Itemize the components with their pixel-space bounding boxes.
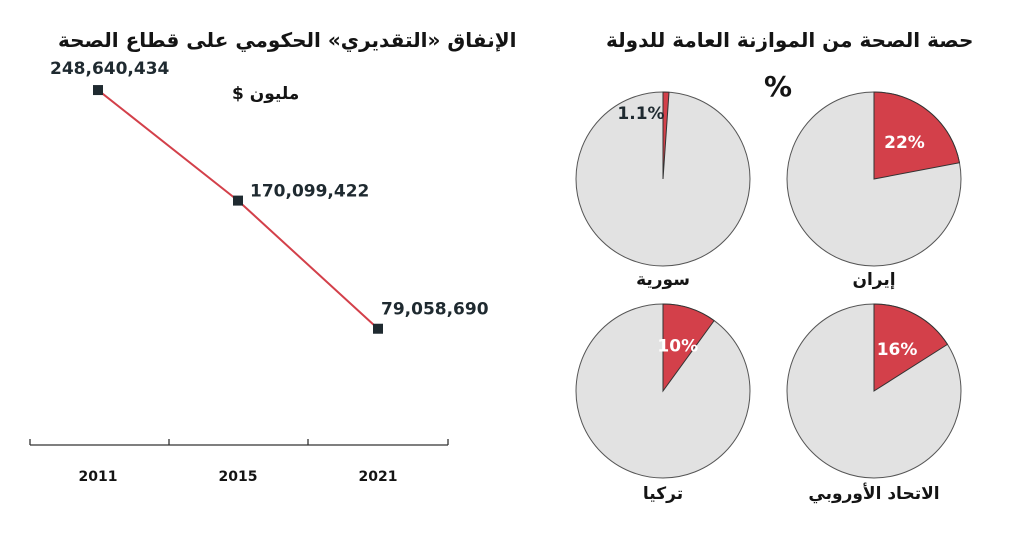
x-tick-label-2015: 2015: [219, 469, 258, 485]
x-tick-label-2011: 2011: [79, 469, 118, 485]
data-point-2015: [233, 195, 243, 206]
data-point-2021: [373, 323, 383, 334]
data-point-2011: [93, 85, 103, 96]
pie-3-name-label: تركيا: [642, 484, 684, 504]
pie-charts-title: حصة الصحة من الموازنة العامة للدولة: [606, 28, 974, 52]
pie-3-slice: [662, 303, 715, 393]
pie-3-value-label: 10%: [657, 336, 698, 356]
line-chart-unit: مليون $: [232, 84, 300, 104]
data-label-2021: 79,058,690: [381, 300, 489, 320]
pie-0-slice: [873, 91, 961, 180]
pie-0-value-label: 22%: [884, 133, 925, 153]
pie-2-value-label: 16%: [877, 340, 918, 360]
line-chart-title: الإنفاق «التقديري» الحكومي على قطاع الصح…: [58, 28, 517, 52]
pie-2-slice: [873, 303, 949, 392]
pie-0-name-label: إيران: [852, 270, 896, 290]
pie-1-slice: [662, 91, 670, 180]
series-line: [97, 89, 379, 330]
data-label-2015: 170,099,422: [250, 182, 369, 202]
pie-charts-unit: %: [764, 70, 793, 103]
pie-1-value-label: 1.1%: [617, 104, 664, 124]
x-tick-label-2021: 2021: [359, 469, 398, 485]
pie-2-name-label: الاتحاد الأوروبي: [808, 484, 940, 504]
pie-1-name-label: سورية: [636, 270, 690, 290]
data-label-2011: 248,640,434: [50, 59, 170, 79]
